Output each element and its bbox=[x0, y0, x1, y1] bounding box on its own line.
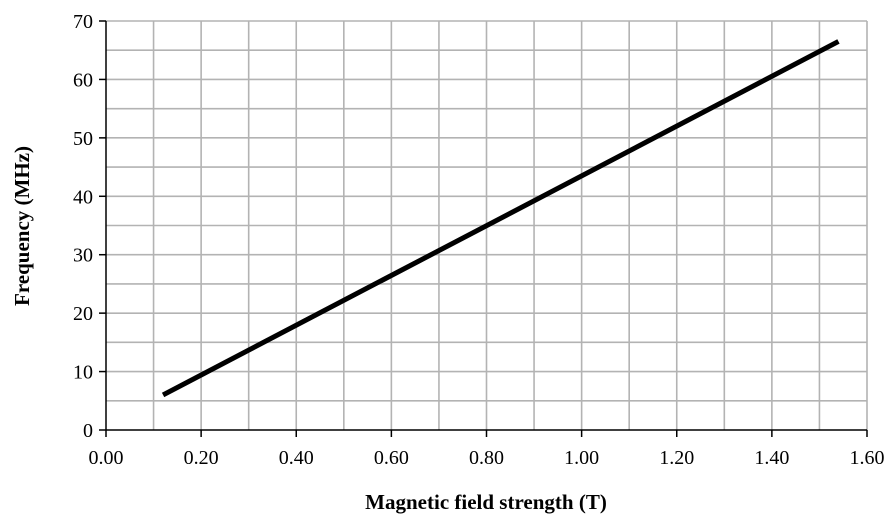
data-series bbox=[161, 39, 840, 398]
x-axis-title: Magnetic field strength (T) bbox=[365, 490, 607, 514]
series-line bbox=[161, 39, 840, 398]
x-tick-label: 1.40 bbox=[754, 447, 789, 469]
ticks: 0.00 0.20 0.40 0.60 0.80 1.00 1.20 1.40 1.60 0 10 2… bbox=[73, 11, 885, 469]
x-tick-label: 0.80 bbox=[469, 447, 504, 469]
y-tick-label: 30 bbox=[73, 245, 93, 267]
y-tick-label: 50 bbox=[73, 128, 93, 150]
y-axis-title: Frequency (MHz) bbox=[10, 146, 34, 306]
x-tick-label: 1.20 bbox=[659, 447, 694, 469]
x-tick-label: 1.00 bbox=[564, 447, 599, 469]
x-tick-label: 0.00 bbox=[89, 447, 124, 469]
y-tick-label: 70 bbox=[73, 11, 93, 33]
y-tick-label: 60 bbox=[73, 69, 93, 91]
x-tick-label: 0.60 bbox=[374, 447, 409, 469]
x-tick-label: 1.60 bbox=[850, 447, 885, 469]
x-tick-label: 0.20 bbox=[184, 447, 219, 469]
y-tick-label: 0 bbox=[83, 420, 93, 442]
y-tick-label: 40 bbox=[73, 186, 93, 208]
y-tick-label: 20 bbox=[73, 303, 93, 325]
grid-lines bbox=[106, 20, 868, 430]
y-tick-label: 10 bbox=[73, 362, 93, 384]
x-tick-label: 0.40 bbox=[279, 447, 314, 469]
